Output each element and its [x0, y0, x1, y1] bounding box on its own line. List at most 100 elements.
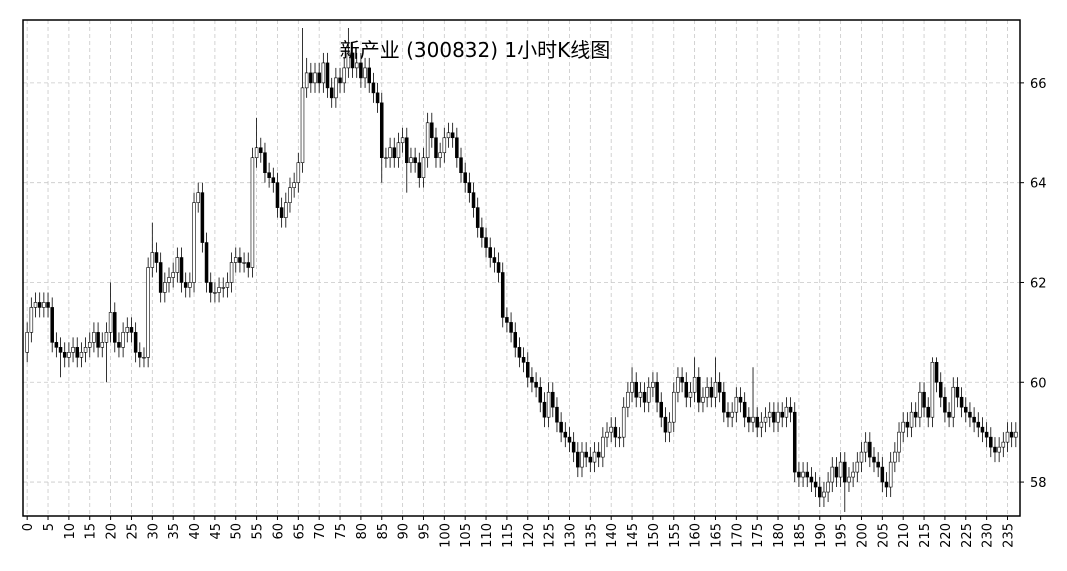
- candle-body: [863, 441, 868, 453]
- candle-body: [225, 282, 230, 288]
- candle-body: [484, 237, 488, 248]
- candle-body: [455, 137, 459, 159]
- candle-body: [680, 376, 684, 383]
- candle-body: [751, 416, 755, 423]
- x-tick-label: 130: [563, 523, 578, 548]
- candle-body: [1009, 431, 1014, 438]
- candle-body: [221, 287, 225, 289]
- candle-body: [667, 421, 672, 433]
- candle-body: [288, 187, 292, 203]
- candle-body: [192, 202, 196, 283]
- candle-body: [709, 386, 714, 398]
- candle-body: [576, 451, 580, 468]
- x-tick-label: 160: [689, 523, 704, 548]
- candle-body: [62, 352, 67, 358]
- candle-body: [655, 381, 659, 403]
- candle-body: [229, 262, 234, 283]
- candle-body: [592, 451, 597, 463]
- candle-body: [450, 132, 455, 139]
- candle-body: [75, 347, 79, 358]
- candle-body: [213, 292, 217, 294]
- x-tick-label: 210: [897, 523, 912, 548]
- candle-body: [934, 362, 939, 383]
- candle-body: [125, 327, 130, 333]
- candle-body: [513, 332, 518, 348]
- x-tick-label: 40: [188, 523, 203, 540]
- candle-body: [108, 312, 113, 333]
- candle-body: [617, 436, 622, 439]
- candle-body: [354, 62, 359, 69]
- candle-body: [325, 62, 330, 89]
- x-tick-label: 65: [292, 523, 307, 540]
- candle-body: [142, 357, 146, 359]
- candle-body: [263, 152, 267, 173]
- candle-body: [780, 411, 784, 418]
- candle-body: [943, 396, 947, 413]
- candle-body: [676, 376, 680, 393]
- candle-body: [33, 302, 38, 308]
- x-tick-label: 185: [793, 523, 808, 548]
- candle-body: [613, 426, 618, 438]
- candle-body: [759, 421, 764, 428]
- candle-body: [421, 157, 426, 178]
- candle-body: [788, 406, 793, 413]
- candle-body: [183, 282, 188, 288]
- x-tick-label: 140: [605, 523, 620, 548]
- x-tick-label: 125: [543, 523, 558, 548]
- candle-body: [947, 411, 951, 418]
- x-tick-label: 195: [835, 523, 850, 548]
- candle-body: [1005, 431, 1010, 443]
- y-tick-label: 58: [1030, 476, 1047, 491]
- candle-body: [384, 157, 388, 159]
- candle-body: [67, 352, 71, 358]
- candle-body: [692, 376, 697, 393]
- y-tick-label: 66: [1030, 77, 1047, 92]
- candle-body: [913, 411, 918, 418]
- candle-body: [909, 411, 914, 428]
- candle-body: [346, 52, 351, 69]
- candle-body: [884, 481, 889, 488]
- candle-body: [955, 386, 960, 398]
- x-tick-label: 215: [918, 523, 933, 548]
- x-tick-label: 50: [230, 523, 245, 540]
- x-tick-label: 90: [397, 523, 412, 540]
- candle-body: [621, 406, 626, 438]
- candle-body: [279, 207, 284, 218]
- candle-body: [630, 381, 634, 393]
- candle-body: [367, 67, 371, 84]
- candle-body: [58, 347, 63, 353]
- x-tick-label: 190: [814, 523, 829, 548]
- x-tick-label: 165: [709, 523, 724, 548]
- y-tick-label: 62: [1030, 276, 1047, 291]
- x-tick-label: 105: [459, 523, 474, 548]
- candle-body: [747, 416, 751, 423]
- x-tick-label: 85: [376, 523, 391, 540]
- axes: 58 60 62 64 66 0 5 10 15 20 25 30 35 40 45 50 55 60 65 70 75…: [21, 77, 1046, 548]
- x-tick-label: 155: [668, 523, 683, 548]
- candle-body: [1014, 431, 1018, 438]
- candle-body: [71, 347, 75, 353]
- candle-body: [580, 451, 584, 468]
- candle-body: [96, 332, 100, 348]
- candle-body: [989, 436, 993, 448]
- candle-body: [984, 431, 989, 438]
- candle-body: [342, 67, 346, 84]
- candle-body: [275, 182, 280, 208]
- x-tick-label: 115: [501, 523, 516, 548]
- candle-body: [417, 162, 422, 178]
- candle-body: [901, 421, 905, 433]
- candle-body: [638, 391, 643, 398]
- candle-body: [997, 446, 1001, 453]
- candle-body: [584, 451, 588, 458]
- candle-body: [50, 307, 54, 343]
- candle-body: [697, 376, 701, 403]
- candle-body: [634, 381, 638, 398]
- x-tick-label: 120: [522, 523, 537, 548]
- candle-body: [755, 416, 759, 428]
- candle-body: [425, 122, 430, 159]
- candle-body: [567, 436, 572, 443]
- candle-body: [438, 152, 442, 159]
- candle-body: [763, 416, 768, 423]
- candle-body: [329, 87, 334, 99]
- candle-body: [284, 202, 288, 218]
